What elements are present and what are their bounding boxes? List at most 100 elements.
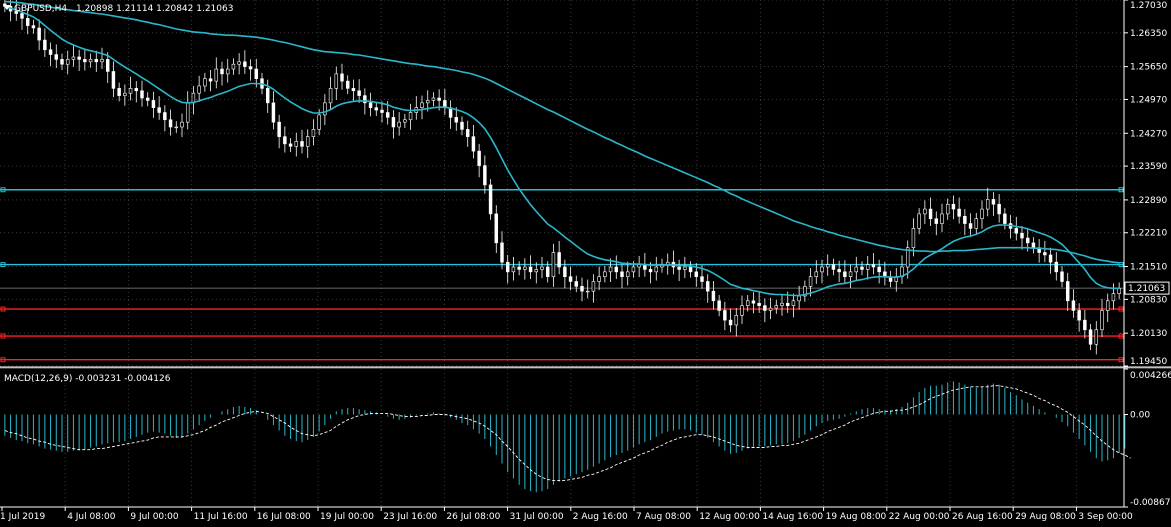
candle-body [25,18,30,26]
candle-body [763,305,767,311]
candle-body [1014,228,1019,234]
candle-body [140,90,144,99]
level-handle [1118,333,1124,339]
chart-menu-icon[interactable] [3,5,11,10]
candle-body [745,300,750,306]
candle-body [585,290,590,293]
candle-body [688,266,693,273]
candle-body [734,315,739,326]
candle-body [1043,252,1047,256]
candle-body [991,199,996,205]
candle-body [157,107,161,113]
candle-body [1020,232,1024,239]
x-tick-label: 7 Aug 08:00 [636,512,691,522]
level-handle [0,306,6,312]
macd-y-tick-label: -0.008679 [1130,498,1171,508]
candle-body [951,203,956,210]
candle-body [1054,261,1059,273]
candle-body [625,271,630,277]
x-tick-label: 31 Jul 00:00 [510,512,564,522]
x-tick-label: 19 Aug 08:00 [826,512,887,522]
candle-body [808,276,813,287]
candle-body [71,56,76,60]
y-tick-label: 1.27030 [1130,1,1167,11]
candle-body [603,271,607,277]
candle-body [494,213,499,244]
candle-body [408,112,413,121]
candle-body [134,88,139,92]
chart-symbol: GBPUSD,H4 [14,4,67,14]
candle-body [100,59,104,63]
candle-body [88,59,93,63]
x-tick-label: 26 Aug 16:00 [952,512,1013,522]
candle-body [180,121,184,128]
candle-body [860,266,864,270]
candle-body [385,112,390,118]
candle-body [843,271,847,277]
candle-body [648,269,653,273]
candle-body [431,97,436,101]
candle-body [345,80,350,89]
candle-body [368,102,373,108]
candle-body [1003,213,1007,224]
y-tick-label: 1.20830 [1130,295,1167,305]
candle-body [305,136,310,147]
candle-body [43,39,47,51]
candle-body [568,276,573,282]
candle-body [1048,254,1053,263]
candle-body [1111,293,1116,302]
candle-body [323,102,327,116]
candle-body [723,310,727,321]
x-tick-label: 11 Jul 16:00 [194,512,248,522]
candle-body [237,61,241,65]
x-tick-label: 4 Jul 08:00 [67,512,116,522]
candle-body [374,107,379,111]
horizontal-levels[interactable] [0,187,1124,363]
x-tick-label: 29 Aug 08:00 [1015,512,1076,522]
candle-body [620,271,624,277]
candle-body [985,199,990,210]
macd-panel [4,381,1131,493]
candle-body [1031,242,1036,249]
candle-body [563,266,567,277]
candle-body [500,242,504,263]
candle-body [654,266,659,273]
x-tick-label: 16 Jul 08:00 [257,512,311,522]
candle-body [1117,287,1121,294]
candle-body [483,165,487,186]
candle-body [683,266,687,270]
candle-body [511,266,516,273]
candle-body [363,95,367,104]
candle-body [151,100,156,108]
y-tick-label: 1.24970 [1130,95,1167,105]
candle-body [551,252,556,277]
candle-body [928,208,933,220]
candle-body [1088,329,1093,345]
candle-body [631,266,636,273]
candle-body [277,121,281,137]
candle-body [534,269,539,273]
candle-body [403,119,407,123]
candle-body [797,295,801,302]
candle-body [128,88,133,94]
candle-body [105,59,110,72]
candle-body [460,121,464,130]
candle-body [545,266,550,277]
candle-body [357,90,361,96]
candle-body [477,150,481,166]
candle-body [163,112,167,121]
candle-body [974,218,979,229]
macd-header: MACD(12,26,9) -0.003231 -0.004126 [4,374,171,384]
candle-body [957,208,961,217]
candle-body [1071,300,1076,311]
ma-line-ma-slow [4,0,1120,264]
candle-body [694,271,699,277]
panel-frames [0,0,1171,508]
candle-body [471,136,476,152]
candle-body [877,266,881,273]
candle-body [854,266,859,273]
x-tick-label: 19 Jul 00:00 [320,512,374,522]
candle-body [700,276,704,282]
candle-body [751,300,756,304]
